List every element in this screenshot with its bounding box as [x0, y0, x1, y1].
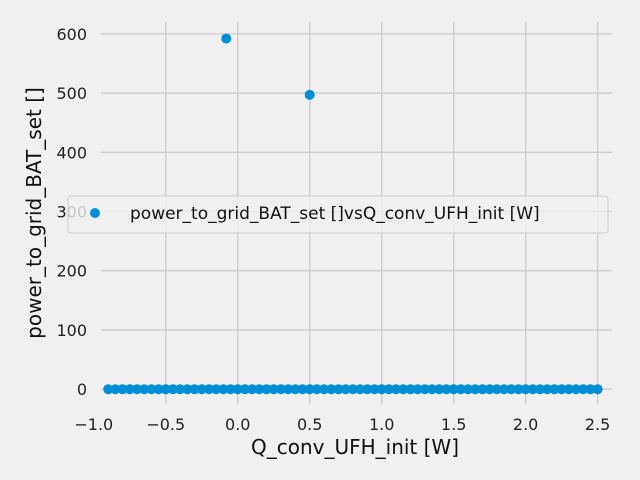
x-tick-label: 1.0	[369, 415, 394, 434]
x-tick-label: 0.5	[297, 415, 322, 434]
data-point	[167, 384, 178, 395]
y-tick-label: 500	[56, 84, 87, 103]
data-point	[304, 89, 315, 100]
y-axis-label: power_to_grid_BAT_set []	[22, 87, 46, 339]
data-point	[412, 384, 423, 395]
data-point	[182, 384, 193, 395]
data-point	[398, 384, 409, 395]
data-point	[261, 384, 272, 395]
data-point	[362, 384, 373, 395]
data-point	[376, 384, 387, 395]
data-point	[427, 384, 438, 395]
data-point	[448, 384, 459, 395]
data-point	[506, 384, 517, 395]
data-point	[441, 384, 452, 395]
data-point	[268, 384, 279, 395]
data-point	[391, 384, 402, 395]
data-point	[571, 384, 582, 395]
data-point	[189, 384, 200, 395]
legend: power_to_grid_BAT_set []vsQ_conv_UFH_ini…	[67, 195, 609, 234]
legend-box	[67, 195, 609, 234]
data-point	[117, 384, 128, 395]
data-point	[578, 384, 589, 395]
data-point	[283, 384, 294, 395]
data-point	[304, 384, 315, 395]
data-point	[275, 384, 286, 395]
data-point	[225, 384, 236, 395]
data-point	[124, 384, 135, 395]
data-point	[175, 384, 186, 395]
data-point	[585, 384, 596, 395]
data-point	[203, 384, 214, 395]
x-axis-label: Q_conv_UFH_init [W]	[251, 435, 459, 459]
data-point	[103, 384, 114, 395]
data-point	[592, 384, 603, 395]
data-point	[463, 384, 474, 395]
data-point	[297, 384, 308, 395]
data-point	[290, 384, 301, 395]
data-point	[556, 384, 567, 395]
x-tick-label: −1.0	[74, 415, 113, 434]
data-point	[484, 384, 495, 395]
data-point	[542, 384, 553, 395]
x-tick-label: −0.5	[146, 415, 185, 434]
data-point	[110, 384, 121, 395]
data-point	[333, 384, 344, 395]
legend-label: power_to_grid_BAT_set []vsQ_conv_UFH_ini…	[130, 204, 540, 224]
data-point	[383, 384, 394, 395]
data-point	[470, 384, 481, 395]
data-point	[232, 384, 243, 395]
y-tick-label: 0	[77, 380, 87, 399]
x-tick-label: 2.5	[585, 415, 610, 434]
data-point	[340, 384, 351, 395]
x-tick-labels: −1.0 −0.5 0.0 0.5 1.0 1.5 2.0 2.5	[74, 415, 610, 434]
data-point	[455, 384, 466, 395]
y-tick-label: 400	[56, 143, 87, 162]
x-tick-label: 0.0	[225, 415, 250, 434]
data-point	[549, 384, 560, 395]
data-points	[103, 33, 603, 395]
data-point	[247, 384, 258, 395]
data-point	[239, 384, 250, 395]
data-point	[563, 384, 574, 395]
data-point	[419, 384, 430, 395]
data-point	[477, 384, 488, 395]
data-point	[520, 384, 531, 395]
y-tick-label: 600	[56, 25, 87, 44]
x-tick-label: 2.0	[513, 415, 538, 434]
data-point	[311, 384, 322, 395]
data-point	[405, 384, 416, 395]
y-tick-label: 100	[56, 321, 87, 340]
data-point	[491, 384, 502, 395]
data-point	[319, 384, 330, 395]
data-point	[355, 384, 366, 395]
data-point	[434, 384, 445, 395]
data-point	[153, 384, 164, 395]
data-point	[369, 384, 380, 395]
data-point	[499, 384, 510, 395]
data-point	[347, 384, 358, 395]
data-point	[254, 384, 265, 395]
data-point	[535, 384, 546, 395]
data-point	[196, 384, 207, 395]
data-point	[513, 384, 524, 395]
data-point	[139, 384, 150, 395]
data-point	[146, 384, 157, 395]
data-point	[527, 384, 538, 395]
legend-marker	[90, 208, 100, 218]
data-point	[160, 384, 171, 395]
data-point	[211, 384, 222, 395]
data-point	[326, 384, 337, 395]
x-tick-label: 1.5	[441, 415, 466, 434]
data-point	[218, 384, 229, 395]
data-point	[131, 384, 142, 395]
y-tick-label: 200	[56, 262, 87, 281]
data-point	[221, 33, 232, 44]
